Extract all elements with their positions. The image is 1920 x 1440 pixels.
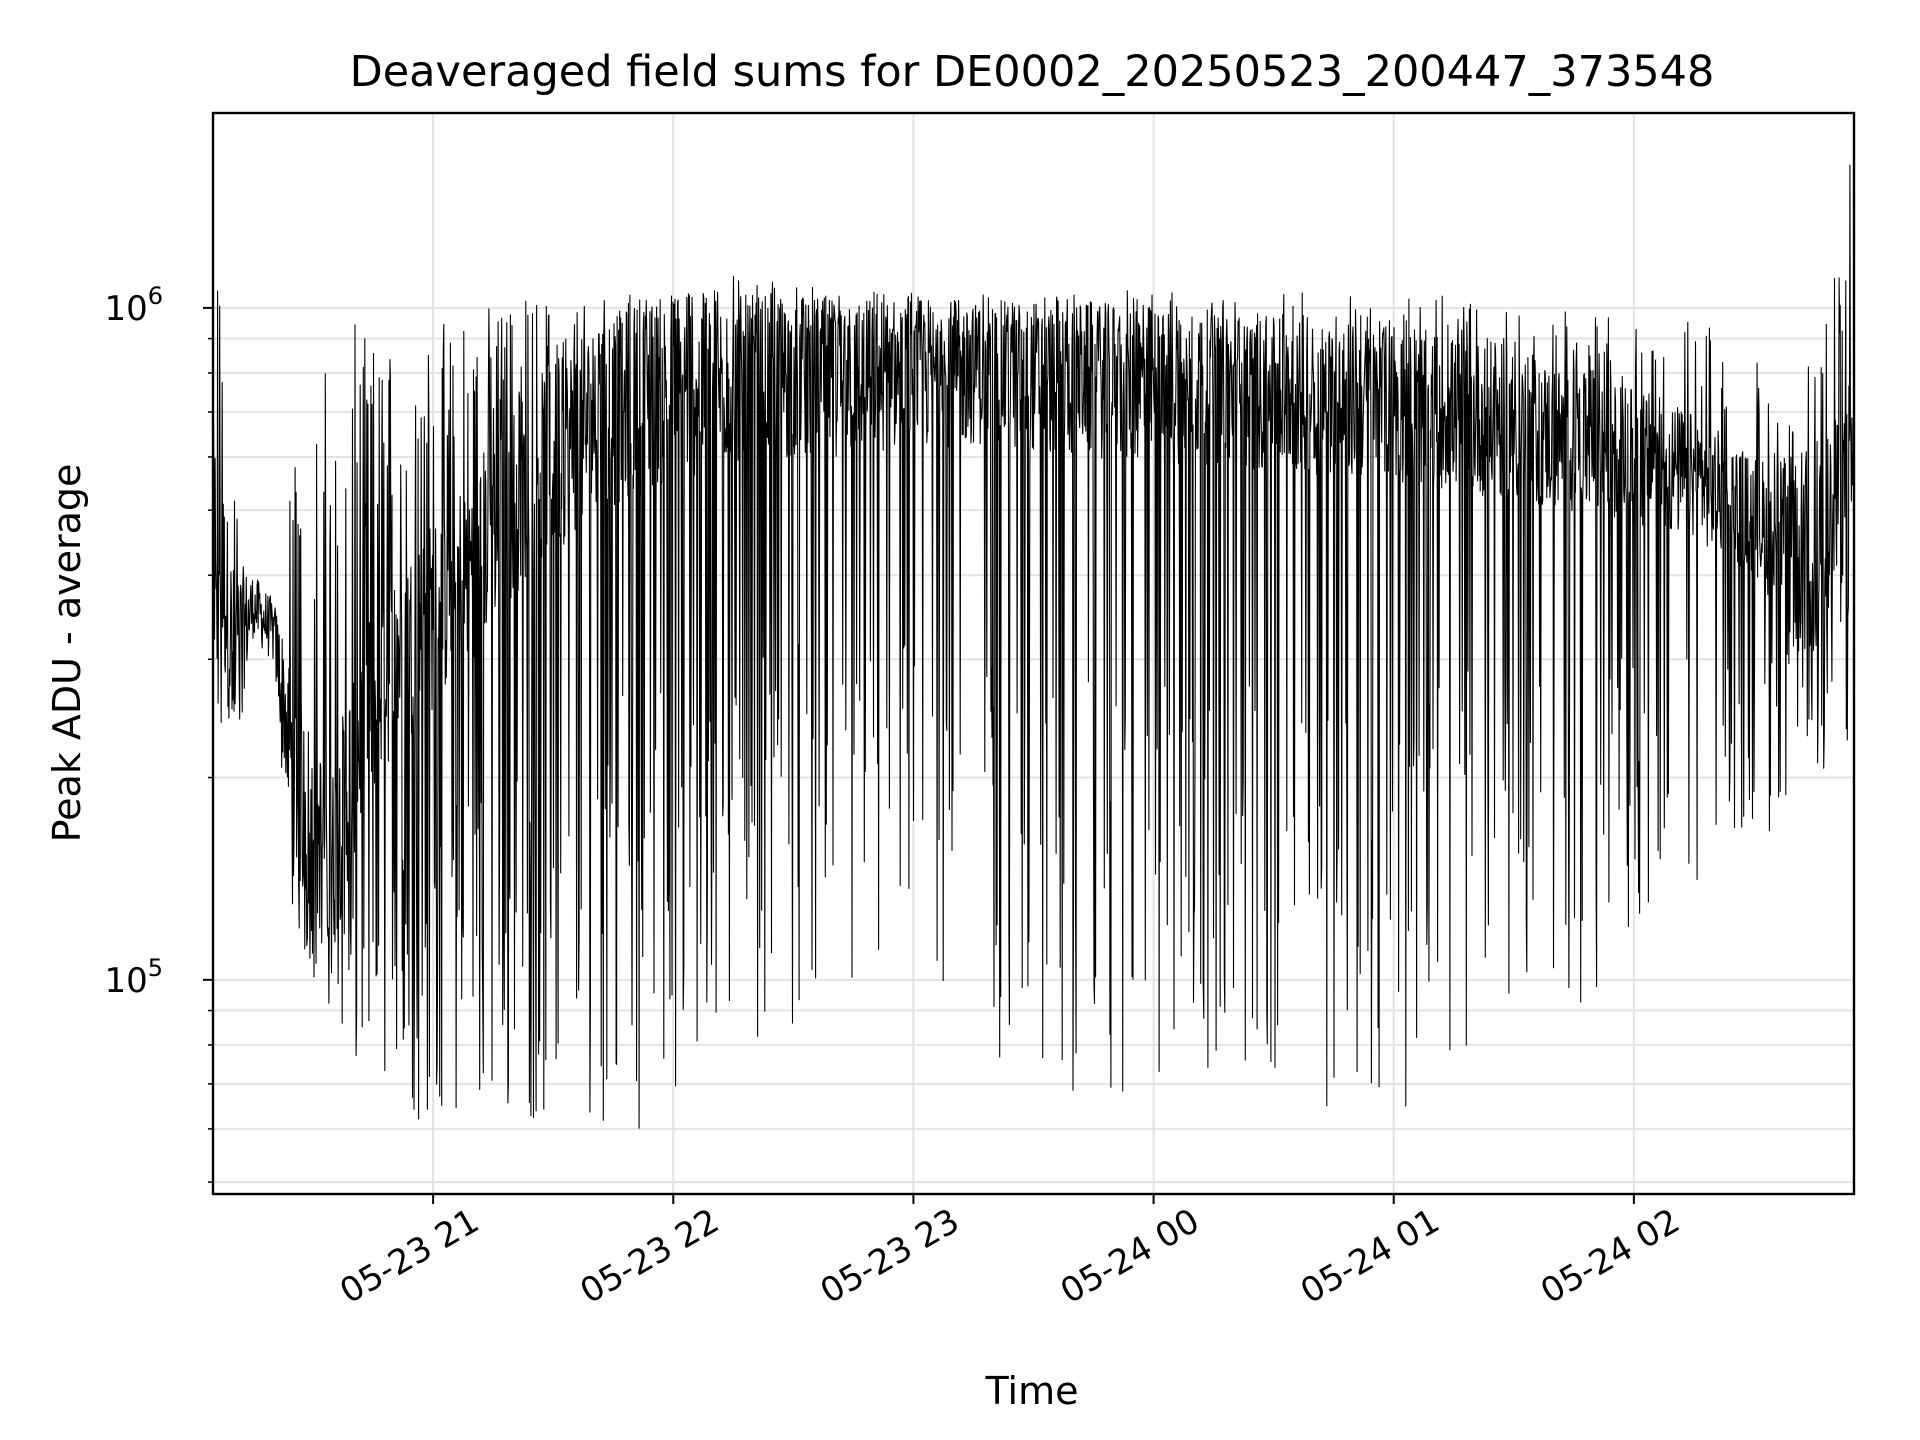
y-axis-label: Peak ADU - average bbox=[45, 464, 89, 843]
series-line-path bbox=[212, 164, 1855, 1129]
series-line bbox=[212, 164, 1855, 1129]
chart-title: Deaveraged field sums for DE0002_2025052… bbox=[350, 47, 1715, 97]
x-axis-label: Time bbox=[985, 1369, 1079, 1413]
plot-frame bbox=[211, 111, 1856, 1196]
